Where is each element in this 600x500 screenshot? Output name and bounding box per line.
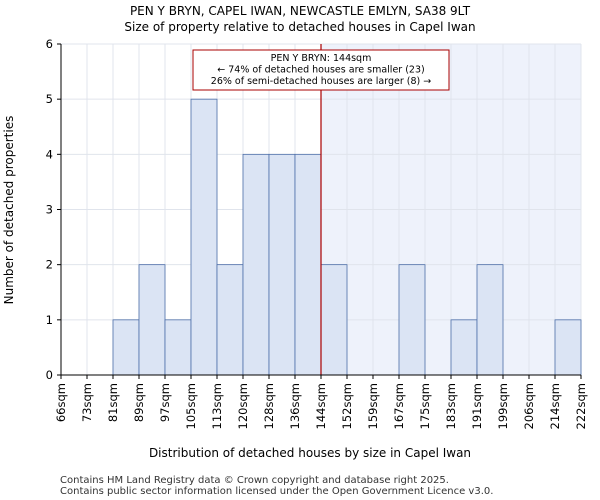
annotation-line: PEN Y BRYN: 144sqm bbox=[271, 53, 372, 64]
y-tick-label: 4 bbox=[46, 147, 53, 161]
x-tick-label: 73sqm bbox=[80, 383, 94, 422]
x-axis-label: Distribution of detached houses by size … bbox=[149, 446, 471, 460]
histogram-bar bbox=[320, 264, 348, 376]
histogram-bar bbox=[242, 153, 270, 376]
histogram-bar bbox=[164, 319, 192, 376]
x-tick-label: 144sqm bbox=[314, 383, 328, 429]
x-tick-label: 199sqm bbox=[496, 383, 510, 429]
annotation-line: ← 74% of detached houses are smaller (23… bbox=[217, 65, 424, 76]
x-tick-label: 183sqm bbox=[444, 383, 458, 429]
y-tick-label: 3 bbox=[46, 203, 53, 217]
annotation-box bbox=[192, 49, 450, 91]
histogram-bar bbox=[268, 153, 296, 376]
x-tick-label: 175sqm bbox=[418, 383, 432, 429]
y-tick-label: 2 bbox=[46, 258, 53, 272]
footer-copyright: Contains HM Land Registry data © Crown c… bbox=[60, 475, 449, 486]
histogram-bar bbox=[138, 264, 166, 376]
y-tick-label: 1 bbox=[46, 313, 53, 327]
chart-subtitle: Size of property relative to detached ho… bbox=[124, 20, 475, 34]
x-tick-label: 152sqm bbox=[340, 383, 354, 429]
x-tick-label: 120sqm bbox=[236, 383, 250, 429]
x-tick-label: 81sqm bbox=[106, 383, 120, 422]
y-axis-label: Number of detached properties bbox=[2, 116, 16, 305]
x-tick-label: 206sqm bbox=[522, 383, 536, 429]
y-tick-label: 5 bbox=[46, 92, 53, 106]
chart-title: PEN Y BRYN, CAPEL IWAN, NEWCASTLE EMLYN,… bbox=[130, 4, 471, 18]
x-tick-label: 89sqm bbox=[132, 383, 146, 422]
y-tick-label: 6 bbox=[46, 37, 53, 51]
x-tick-label: 136sqm bbox=[288, 383, 302, 429]
y-tick-label: 0 bbox=[46, 368, 53, 382]
x-tick-label: 191sqm bbox=[470, 383, 484, 429]
histogram-bar bbox=[398, 264, 426, 376]
x-tick-label: 97sqm bbox=[158, 383, 172, 422]
footer-licence: Contains public sector information licen… bbox=[60, 486, 493, 497]
x-tick-label: 66sqm bbox=[54, 383, 68, 422]
x-tick-label: 105sqm bbox=[184, 383, 198, 429]
x-tick-label: 167sqm bbox=[392, 383, 406, 429]
histogram-bar bbox=[190, 98, 218, 376]
histogram-bar bbox=[294, 153, 322, 376]
x-tick-label: 128sqm bbox=[262, 383, 276, 429]
annotation-line: 26% of semi-detached houses are larger (… bbox=[211, 76, 431, 87]
x-tick-label: 113sqm bbox=[210, 383, 224, 429]
histogram-bar bbox=[216, 264, 244, 376]
histogram-bar bbox=[554, 319, 582, 376]
histogram-bar bbox=[476, 264, 504, 376]
histogram-bar bbox=[112, 319, 140, 376]
histogram-bar bbox=[450, 319, 478, 376]
x-tick-label: 159sqm bbox=[366, 383, 380, 429]
x-tick-label: 222sqm bbox=[574, 383, 588, 429]
x-tick-label: 214sqm bbox=[548, 383, 562, 429]
